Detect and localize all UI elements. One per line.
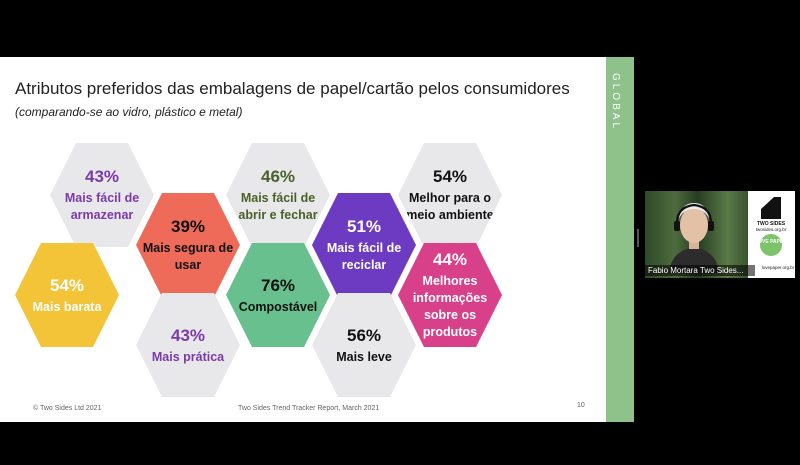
hexagon-percent: 39%	[170, 217, 206, 236]
hexagon-label: Mais fácil de reciclar	[326, 241, 402, 272]
poster-graphic: TWO SIDES twosides.org.br LOVE PAPER lov…	[755, 197, 795, 270]
background-poster: TWO SIDES twosides.org.br LOVE PAPER lov…	[748, 191, 795, 278]
poster-url-2: lovepaper.org.br	[762, 265, 795, 270]
slide-subtitle: (comparando-se ao vidro, plástico e meta…	[15, 105, 243, 119]
hexagon-label: Melhores informações sobre os produtos	[412, 274, 488, 339]
participant-avatar	[669, 203, 719, 273]
hexagon-label: Mais prática	[151, 349, 225, 364]
hexagon-percent: 43%	[170, 325, 206, 345]
hexagon-percent: 56%	[346, 325, 382, 345]
page-number: 10	[577, 402, 585, 409]
hexagon-safer: 39% Mais segura de usar	[136, 193, 240, 297]
hexagon-label: Mais segura de usar	[142, 241, 234, 272]
hexagon-percent: 44%	[432, 250, 468, 269]
side-band: GLOBAL	[606, 57, 634, 422]
hexagon-label: Mais barata	[32, 299, 102, 314]
hexagon-percent: 54%	[49, 275, 85, 295]
hexagon-recycle: 51% Mais fácil de reciclar	[312, 193, 416, 297]
hexagon-compostable: 76% Compostável	[226, 243, 330, 347]
hexagon-label: Mais fácil de abrir e fechar	[238, 191, 318, 222]
participant-video-tile[interactable]: TWO SIDES twosides.org.br LOVE PAPER lov…	[645, 191, 795, 278]
panel-resize-handle[interactable]	[637, 229, 639, 247]
hexagon-practical: 43% Mais prática	[136, 293, 240, 397]
hexagon-label: Compostável	[238, 299, 318, 314]
hexagon-label: Melhor para o meio ambiente	[406, 191, 494, 222]
slide-title: Atributos preferidos das embalagens de p…	[15, 79, 570, 119]
hexagon-percent: 51%	[346, 217, 382, 236]
hexagon-cheaper: 54% Mais barata	[15, 243, 119, 347]
hexagon-storage: 43% Mais fácil de armazenar	[50, 143, 154, 247]
hexagon-percent: 43%	[84, 167, 120, 186]
hexagon-percent: 54%	[432, 167, 468, 186]
footer-copyright: © Two Sides Ltd 2021	[33, 405, 102, 412]
hexagon-open-close: 46% Mais fácil de abrir e fechar	[226, 143, 330, 247]
poster-badge: LOVE PAPER	[755, 239, 787, 245]
hexagon-label: Mais leve	[336, 349, 392, 364]
hexagon-percent: 76%	[260, 275, 296, 295]
hexagon-product-info: 44% Melhores informações sobre os produto…	[398, 243, 502, 347]
poster-brand: TWO SIDES	[757, 221, 786, 227]
hexagon-lighter: 56% Mais leve	[312, 293, 416, 397]
poster-url: twosides.org.br	[756, 227, 787, 232]
presentation-slide: Atributos preferidos das embalagens de p…	[0, 57, 634, 422]
hexagon-percent: 46%	[260, 167, 296, 186]
hexagon-environment: 54% Melhor para o meio ambiente	[398, 143, 502, 247]
footer-source: Two Sides Trend Tracker Report, March 20…	[238, 405, 380, 412]
hexagon-label: Mais fácil de armazenar	[64, 191, 140, 222]
participant-name: Fabio Mortara Two Sides...	[645, 265, 755, 276]
side-label: GLOBAL	[610, 73, 621, 132]
